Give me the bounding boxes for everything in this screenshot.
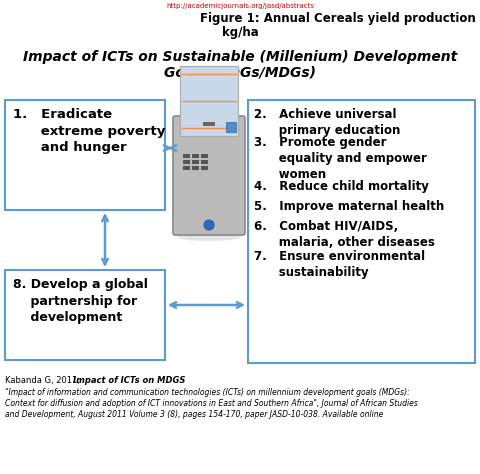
FancyBboxPatch shape (173, 116, 245, 235)
Text: Goals (SDGs/MDGs): Goals (SDGs/MDGs) (164, 65, 316, 79)
Bar (183, 160, 190, 164)
Text: "Impact of information and communication technologies (ICTs) on millennium devel: "Impact of information and communication… (5, 388, 410, 397)
Text: kg/ha: kg/ha (222, 26, 258, 39)
Bar (248, 100, 475, 363)
FancyArrowPatch shape (170, 302, 242, 308)
Bar (226, 122, 236, 132)
Text: Impact of ICTs on Sustainable (Millenium) Development: Impact of ICTs on Sustainable (Millenium… (23, 50, 457, 64)
Bar (201, 160, 208, 164)
Text: Impact of ICTs on MDGS: Impact of ICTs on MDGS (73, 376, 185, 385)
Text: http://academicjournals.org/jasd/abstracts: http://academicjournals.org/jasd/abstrac… (166, 3, 314, 9)
Text: 8. Develop a global
    partnership for
    development: 8. Develop a global partnership for deve… (13, 278, 148, 324)
Bar (5, 270, 165, 360)
Text: 6.   Combat HIV/AIDS,
      malaria, other diseases: 6. Combat HIV/AIDS, malaria, other disea… (254, 220, 435, 249)
Bar (183, 154, 190, 158)
Bar (203, 122, 215, 126)
Bar (192, 166, 199, 170)
Bar (192, 160, 199, 164)
Text: 4.   Reduce child mortality: 4. Reduce child mortality (254, 180, 429, 193)
Text: 2.   Achieve universal
      primary education: 2. Achieve universal primary education (254, 108, 400, 137)
Circle shape (204, 220, 214, 230)
Text: 3.   Promote gender
      equality and empower
      women: 3. Promote gender equality and empower w… (254, 136, 427, 181)
Ellipse shape (177, 233, 241, 241)
FancyArrowPatch shape (164, 145, 176, 151)
Text: Kabanda G, 2011,: Kabanda G, 2011, (5, 376, 83, 385)
FancyArrowPatch shape (102, 216, 108, 264)
Text: and Development, August 2011 Volume 3 (8), pages 154-170, paper JASD-10-038. Ava: and Development, August 2011 Volume 3 (8… (5, 410, 384, 419)
Bar (201, 154, 208, 158)
Bar (192, 154, 199, 158)
Text: 1.   Eradicate
      extreme poverty
      and hunger: 1. Eradicate extreme poverty and hunger (13, 108, 166, 154)
Bar (201, 166, 208, 170)
Text: 5.   Improve maternal health: 5. Improve maternal health (254, 200, 444, 213)
Bar (180, 66, 238, 136)
Bar (5, 100, 165, 210)
Text: Context for diffusion and adoption of ICT innovations in East and Southern Afric: Context for diffusion and adoption of IC… (5, 399, 418, 408)
Text: 7.   Ensure environmental
      sustainability: 7. Ensure environmental sustainability (254, 250, 425, 279)
Bar (183, 166, 190, 170)
Text: Figure 1: Annual Cereals yield production of SADC countries in: Figure 1: Annual Cereals yield productio… (200, 12, 480, 25)
